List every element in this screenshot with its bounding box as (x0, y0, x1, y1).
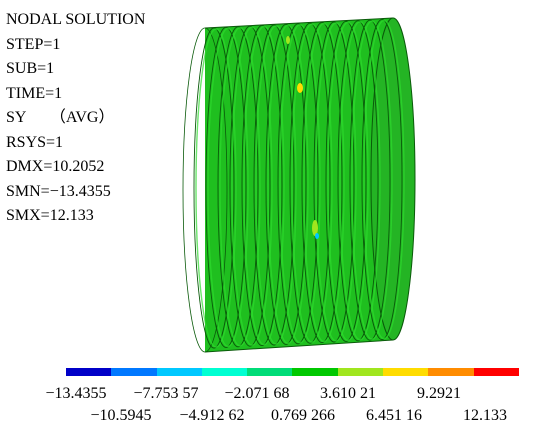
legend-swatch (383, 368, 428, 376)
legend-swatch (292, 368, 337, 376)
legend-label-top-0: −13.4355 (45, 384, 106, 404)
legend-label-top-1: −7.753 57 (133, 384, 198, 404)
legend-swatch (111, 368, 156, 376)
legend-swatch (474, 368, 519, 376)
legend-swatch (247, 368, 292, 376)
legend-label-bottom-2: 0.769 266 (271, 406, 335, 426)
legend-label-bottom-0: −10.5945 (90, 406, 151, 426)
legend-label-bottom-1: −4.912 62 (179, 406, 244, 426)
legend-labels-bottom: −10.5945 −4.912 62 0.769 266 6.451 16 12.133 (0, 406, 556, 426)
stress-hotspot (315, 233, 319, 239)
color-legend-bar (66, 368, 519, 376)
legend-label-top-3: 3.610 21 (320, 384, 376, 404)
legend-swatch (66, 368, 111, 376)
cylinder-model[interactable] (183, 18, 415, 352)
stress-hotspot (286, 36, 290, 44)
legend-label-top-2: −2.071 68 (224, 384, 289, 404)
legend-swatch (157, 368, 202, 376)
legend-label-bottom-3: 6.451 16 (366, 406, 422, 426)
legend-swatch (428, 368, 473, 376)
legend-label-bottom-4: 12.133 (463, 406, 507, 426)
legend-swatch (338, 368, 383, 376)
stress-hotspot (297, 83, 303, 93)
legend-label-top-4: 9.2921 (417, 384, 461, 404)
legend-labels-top: −13.4355 −7.753 57 −2.071 68 3.610 21 9.2921 (0, 384, 556, 404)
legend-swatch (202, 368, 247, 376)
